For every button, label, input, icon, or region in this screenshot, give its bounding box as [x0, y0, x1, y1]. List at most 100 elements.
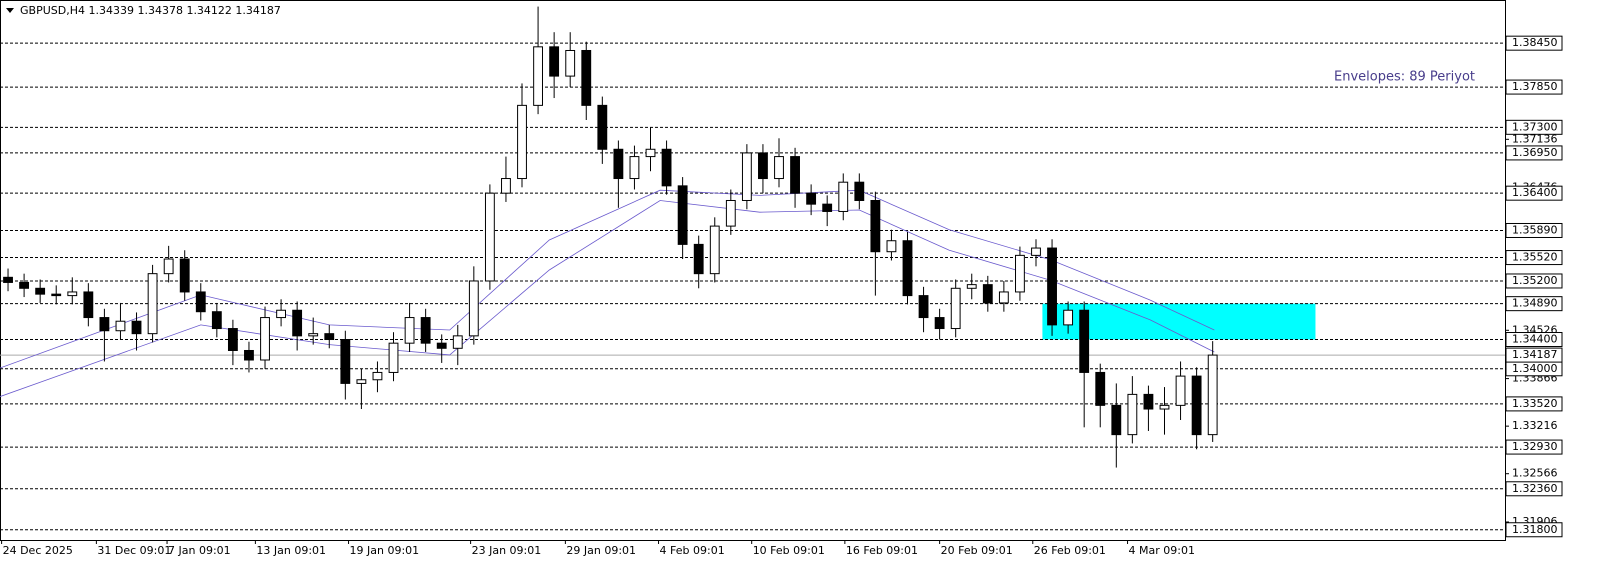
level-label: 1.35200	[1512, 274, 1558, 287]
candle-body	[195, 291, 206, 313]
candle-body	[661, 148, 672, 187]
candle-body	[902, 240, 913, 297]
candle-body	[645, 148, 656, 158]
candle-body	[565, 49, 576, 77]
candle-body	[1127, 393, 1138, 436]
candle-body	[436, 342, 447, 349]
level-label: 1.36950	[1512, 146, 1558, 159]
candle-body	[886, 240, 897, 253]
level-label: 1.37850	[1512, 80, 1558, 93]
collapse-icon	[6, 8, 14, 13]
x-tick-label: 20 Feb 09:01	[941, 544, 1013, 557]
level-label: 1.38450	[1512, 36, 1558, 49]
candle-body	[147, 273, 158, 335]
candle-body	[163, 258, 174, 275]
candle-body	[211, 311, 222, 330]
candle-body	[1063, 309, 1074, 326]
level-label: 1.34000	[1512, 362, 1558, 375]
x-tick-label: 23 Jan 09:01	[472, 544, 542, 557]
candle-body	[1207, 354, 1218, 436]
level-box	[1505, 273, 1563, 289]
candle-body	[982, 284, 993, 304]
level-label: 1.32360	[1512, 482, 1558, 495]
level-label: 1.36400	[1512, 186, 1558, 199]
candle-body	[998, 291, 1009, 304]
candle-body	[67, 291, 78, 297]
price-label: 1.34187	[1512, 348, 1558, 361]
candle-body	[693, 243, 704, 275]
level-box	[1505, 481, 1563, 497]
level-label: 1.32930	[1512, 440, 1558, 453]
level-box	[1505, 332, 1563, 348]
envelope-line	[0, 200, 1215, 397]
candle-body	[501, 178, 511, 194]
candle-body	[452, 335, 463, 349]
candle-body	[677, 185, 688, 245]
y-tick-label: 1.37136	[1512, 132, 1558, 145]
candle-body	[420, 317, 431, 344]
level-box	[1505, 119, 1563, 135]
candle-body	[388, 342, 399, 373]
level-box	[1505, 185, 1563, 201]
candle-body	[1031, 247, 1041, 256]
candle-body	[533, 46, 543, 106]
level-label: 1.33520	[1512, 397, 1558, 410]
candle-body	[1095, 371, 1106, 406]
candle-body	[1143, 393, 1154, 410]
x-tick-label: 16 Feb 09:01	[846, 544, 918, 557]
candle-body	[1015, 254, 1025, 293]
level-label: 1.31800	[1512, 523, 1558, 536]
candle-body	[372, 371, 383, 381]
level-label: 1.37300	[1512, 120, 1558, 133]
candle-body	[51, 293, 62, 297]
level-box	[1505, 35, 1563, 51]
candle-body	[549, 46, 560, 77]
envelope-line	[0, 189, 1215, 369]
x-tick-label: 4 Feb 09:01	[660, 544, 725, 557]
candle-body	[227, 328, 238, 351]
candle-body	[741, 152, 752, 201]
candle-body	[774, 156, 784, 180]
candle-body	[934, 317, 945, 330]
x-tick-label: 31 Dec 09:01	[97, 544, 171, 557]
candle-body	[276, 309, 287, 319]
candle-body	[404, 317, 415, 344]
x-tick-label: 10 Feb 09:01	[753, 544, 825, 557]
candle-body	[838, 181, 849, 212]
x-tick-label: 13 Jan 09:01	[256, 544, 326, 557]
candle-body	[468, 280, 479, 337]
plot-frame	[0, 0, 1506, 541]
candle-body	[324, 333, 335, 341]
candle-body	[790, 156, 800, 194]
candle-body	[1079, 309, 1090, 373]
candle-body	[709, 225, 720, 275]
candle-body	[613, 148, 624, 180]
x-tick-label: 19 Jan 09:01	[350, 544, 420, 557]
y-tick-label: 1.33216	[1512, 419, 1558, 432]
candle-body	[517, 104, 527, 180]
level-box	[1505, 522, 1563, 538]
candle-body	[484, 192, 495, 282]
candle-body	[629, 156, 640, 180]
candle-body	[308, 333, 319, 337]
x-tick-label: 7 Jan 09:01	[168, 544, 231, 557]
candle-body	[35, 287, 46, 295]
candle-body	[244, 349, 254, 361]
level-box	[1505, 145, 1563, 161]
price-box	[1505, 347, 1563, 363]
candle-body	[115, 320, 126, 332]
candle-body	[918, 295, 929, 319]
level-box	[1505, 439, 1563, 455]
candle-body	[966, 284, 977, 289]
level-label: 1.34400	[1512, 333, 1558, 346]
candle-body	[179, 258, 190, 293]
candle-body	[870, 199, 881, 253]
candle-body	[19, 281, 30, 289]
chart-title: GBPUSD,H4 1.34339 1.34378 1.34122 1.3418…	[20, 4, 281, 17]
level-box	[1505, 296, 1563, 312]
level-box	[1505, 79, 1563, 95]
level-box	[1505, 250, 1563, 266]
level-box	[1505, 222, 1563, 238]
level-box	[1505, 396, 1563, 412]
